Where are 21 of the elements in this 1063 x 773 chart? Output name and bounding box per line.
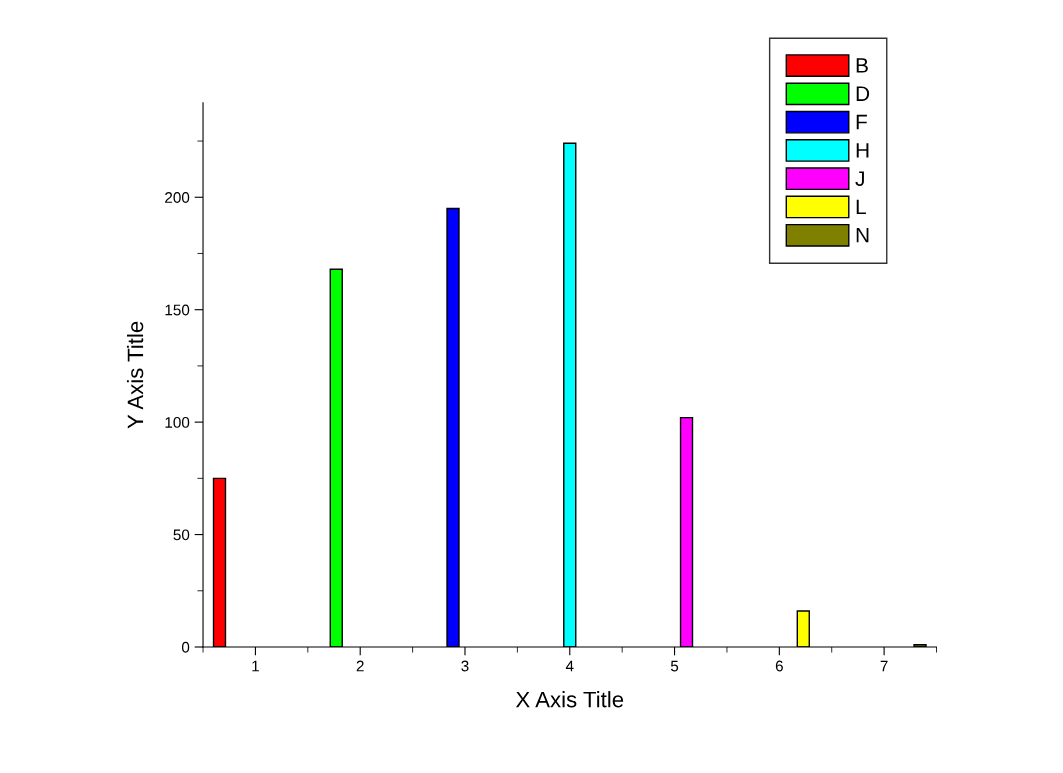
legend-label: N xyxy=(856,227,869,243)
x-tick-label: 1 xyxy=(252,660,259,672)
x-tick-label: 4 xyxy=(565,660,574,672)
x-tick-label: 5 xyxy=(670,660,679,672)
x-tick-label: 7 xyxy=(880,660,888,672)
x-tick-label: 2 xyxy=(356,660,364,672)
y-tick-label: 50 xyxy=(173,529,190,541)
y-tick-label: 100 xyxy=(165,417,190,428)
x-tick-label: 6 xyxy=(775,660,783,672)
y-tick-label: 0 xyxy=(181,641,190,653)
legend-label: J xyxy=(855,171,864,186)
legend-label: H xyxy=(856,143,869,158)
legend-label: L xyxy=(856,199,866,215)
x-axis-title: X Axis Title xyxy=(515,691,624,708)
y-tick-label: 150 xyxy=(165,304,190,316)
y-tick-label: 200 xyxy=(165,192,190,203)
legend-label: D xyxy=(856,86,870,101)
x-tick-label: 3 xyxy=(461,660,469,672)
legend-label: B xyxy=(856,58,868,73)
legend-label: F xyxy=(856,114,867,130)
y-axis-title: Y Axis Title xyxy=(126,321,144,429)
